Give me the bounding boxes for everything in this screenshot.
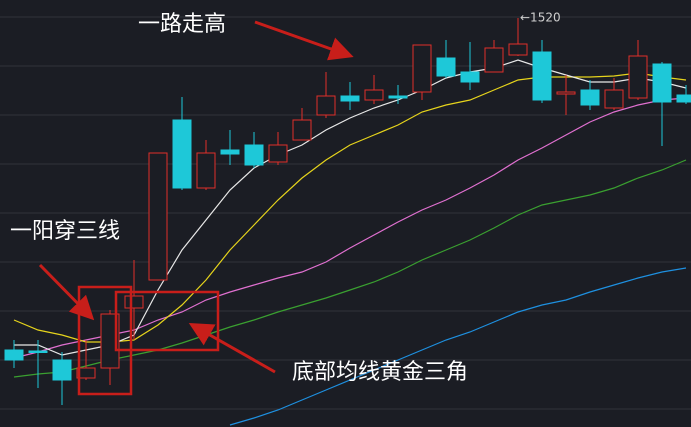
- candle-body: [76, 367, 96, 379]
- ma-lines: [13, 59, 687, 426]
- candle-body: [148, 152, 168, 281]
- candle-body: [28, 350, 48, 353]
- candle-body: [484, 47, 504, 73]
- candle-body: [316, 95, 336, 116]
- candle-body: [292, 119, 312, 141]
- annotation: 一路走高: [138, 12, 226, 37]
- candle-body: [100, 313, 120, 369]
- candle-body: [532, 51, 552, 101]
- candle-body: [652, 63, 672, 103]
- candle-body: [268, 144, 288, 163]
- ma-line: [13, 159, 687, 378]
- candle-body: [388, 95, 408, 99]
- ma-line: [229, 267, 687, 426]
- candle-body: [220, 149, 240, 155]
- highlight-box: [77, 285, 133, 396]
- arrow: [254, 20, 354, 61]
- candle-body: [4, 349, 24, 361]
- annotation: 一阳穿三线: [10, 219, 120, 244]
- annotation: 底部均线黄金三角: [292, 360, 468, 385]
- candle-body: [52, 359, 72, 381]
- candle-body: [436, 57, 456, 77]
- candle-body: [604, 89, 624, 109]
- high-label: ←1520: [520, 11, 561, 25]
- ma-line: [13, 97, 687, 359]
- candle-body: [628, 55, 648, 99]
- candles: [4, 18, 691, 405]
- candle-body: [364, 89, 384, 101]
- arrow: [188, 323, 276, 374]
- candle-body: [172, 119, 192, 189]
- candle-body: [676, 94, 691, 103]
- candle-body: [580, 89, 600, 106]
- highlight-box: [114, 290, 220, 352]
- candle-body: [244, 144, 264, 166]
- candle-body: [124, 295, 144, 309]
- candle-body: [412, 44, 432, 93]
- candle-body: [340, 95, 360, 102]
- arrow: [38, 263, 95, 321]
- annotation-layer: 一路走高 一阳穿三线 底部均线黄金三角: [10, 12, 468, 396]
- ma-line: [14, 59, 687, 356]
- candle-body: [556, 91, 576, 95]
- candle-body: [508, 43, 528, 56]
- candle-body: [460, 71, 480, 83]
- candle-body: [196, 152, 216, 189]
